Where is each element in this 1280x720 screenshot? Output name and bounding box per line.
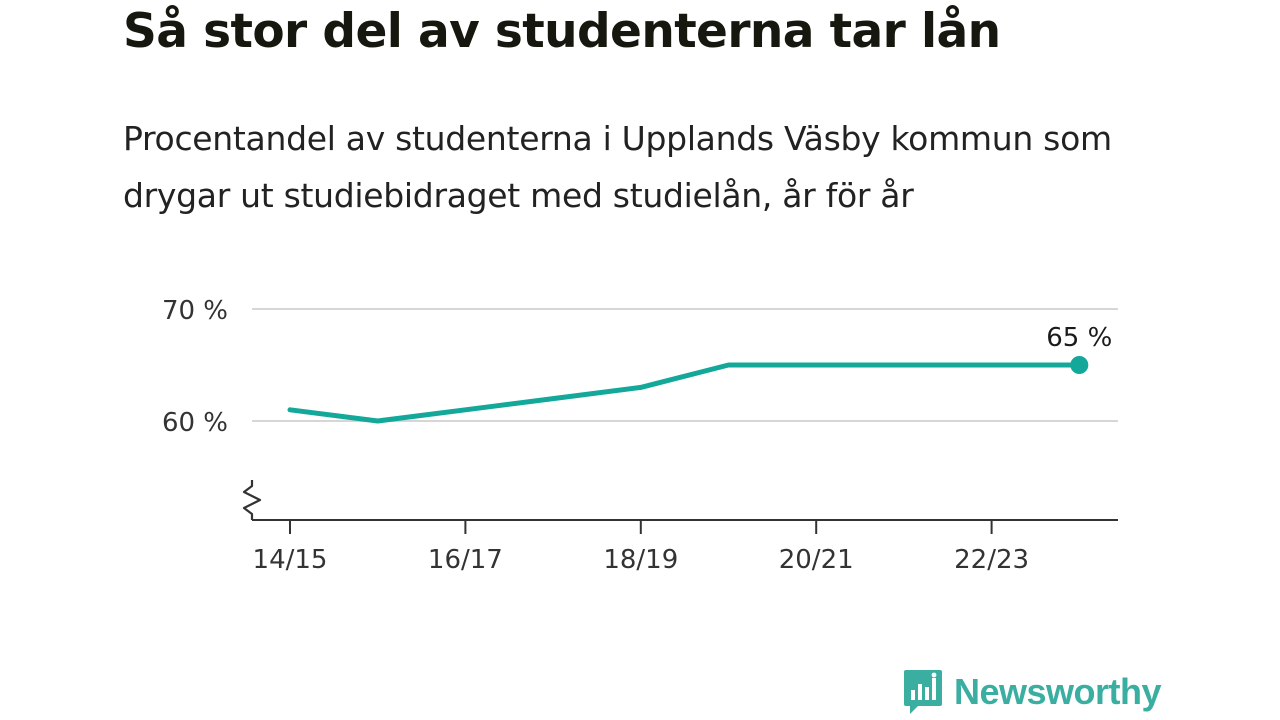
axis-break bbox=[242, 480, 262, 520]
y-axis-labels: 60 % 70 % bbox=[162, 296, 228, 438]
x-tick-label: 16/17 bbox=[428, 545, 503, 575]
x-tick-label: 14/15 bbox=[253, 545, 328, 575]
x-axis: 14/15 16/17 18/19 20/21 22/23 bbox=[242, 480, 1118, 575]
x-tick-label: 20/21 bbox=[779, 545, 854, 575]
series-line bbox=[287, 362, 1082, 424]
x-tick-label: 18/19 bbox=[603, 545, 678, 575]
chart-title: Så stor del av studenterna tar lån bbox=[123, 4, 1001, 59]
chart-subtitle: Procentandel av studenterna i Upplands V… bbox=[123, 119, 1112, 215]
y-tick-label: 60 % bbox=[162, 408, 228, 438]
y-tick-label: 70 % bbox=[162, 296, 228, 326]
end-point-marker bbox=[1070, 356, 1089, 374]
newsworthy-logo: Newsworthy bbox=[902, 668, 1162, 716]
brand-name: Newsworthy bbox=[954, 671, 1162, 712]
series-layer: 65 % bbox=[287, 323, 1112, 424]
x-tick-label: 22/23 bbox=[954, 545, 1029, 575]
newsworthy-logo-icon bbox=[904, 670, 942, 714]
end-value-label: 65 % bbox=[1046, 323, 1112, 353]
